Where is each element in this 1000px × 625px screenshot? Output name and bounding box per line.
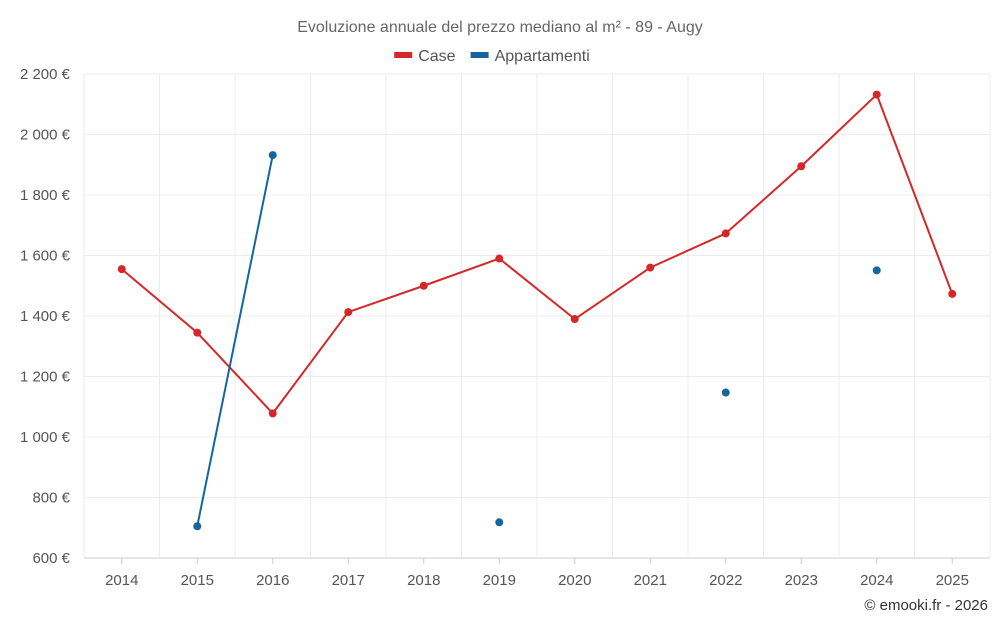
y-tick-label: 1 000 €	[20, 429, 71, 446]
x-tick-label: 2025	[936, 572, 969, 589]
legend: Case Appartamenti	[394, 48, 590, 65]
y-axis: 600 € 800 € 1 000 € 1 200 € 1 400 € 1 600 € 1 …	[20, 66, 71, 567]
data-point-appartamenti	[721, 388, 730, 397]
data-point-appartamenti	[268, 151, 277, 160]
data-point-case	[495, 254, 504, 263]
x-axis: 2014 2015 2016 2017 2018 2019 2020 2021 2022 2023…	[105, 558, 969, 589]
data-point-appartamenti	[495, 518, 504, 527]
data-point-appartamenti	[872, 266, 881, 275]
data-point-appartamenti	[193, 522, 202, 531]
y-tick-label: 600 €	[32, 550, 70, 567]
series-line-appartamenti	[196, 154, 274, 527]
x-tick-label: 2015	[181, 572, 214, 589]
data-point-case	[948, 289, 957, 298]
x-tick-label: 2022	[709, 572, 742, 589]
data-point-case	[570, 315, 579, 324]
y-tick-label: 1 600 €	[20, 248, 71, 265]
data-point-case	[193, 328, 202, 337]
x-tick-label: 2018	[407, 572, 440, 589]
data-point-case	[646, 263, 655, 272]
y-tick-label: 2 000 €	[20, 127, 71, 144]
x-tick-label: 2016	[256, 572, 289, 589]
data-point-case	[268, 409, 277, 418]
y-tick-label: 800 €	[32, 490, 70, 507]
x-tick-label: 2017	[332, 572, 365, 589]
legend-swatch-case	[394, 52, 413, 58]
credit-text: © emooki.fr - 2026	[864, 597, 988, 614]
chart-title: Evoluzione annuale del prezzo mediano al…	[297, 19, 703, 36]
data-point-case	[419, 281, 428, 290]
x-tick-label: 2021	[634, 572, 667, 589]
y-tick-label: 1 200 €	[20, 369, 71, 386]
x-tick-label: 2023	[785, 572, 818, 589]
legend-label-case: Case	[418, 48, 455, 65]
data-point-case	[344, 308, 353, 317]
y-tick-label: 1 400 €	[20, 308, 71, 325]
grid	[83, 73, 991, 559]
x-tick-label: 2024	[860, 572, 893, 589]
data-point-case	[721, 229, 730, 238]
series-appartamenti	[193, 151, 881, 531]
series-case	[117, 90, 957, 418]
y-tick-label: 1 800 €	[20, 187, 71, 204]
series-line-case	[121, 93, 954, 415]
data-point-case	[872, 90, 881, 99]
legend-swatch-appartamenti	[470, 52, 489, 58]
data-point-case	[797, 162, 806, 171]
series-layer	[117, 90, 957, 531]
y-tick-label: 2 200 €	[20, 66, 71, 83]
data-point-case	[117, 265, 126, 274]
x-tick-label: 2020	[558, 572, 591, 589]
x-tick-label: 2014	[105, 572, 138, 589]
legend-label-appartamenti: Appartamenti	[495, 48, 590, 65]
x-tick-label: 2019	[483, 572, 516, 589]
